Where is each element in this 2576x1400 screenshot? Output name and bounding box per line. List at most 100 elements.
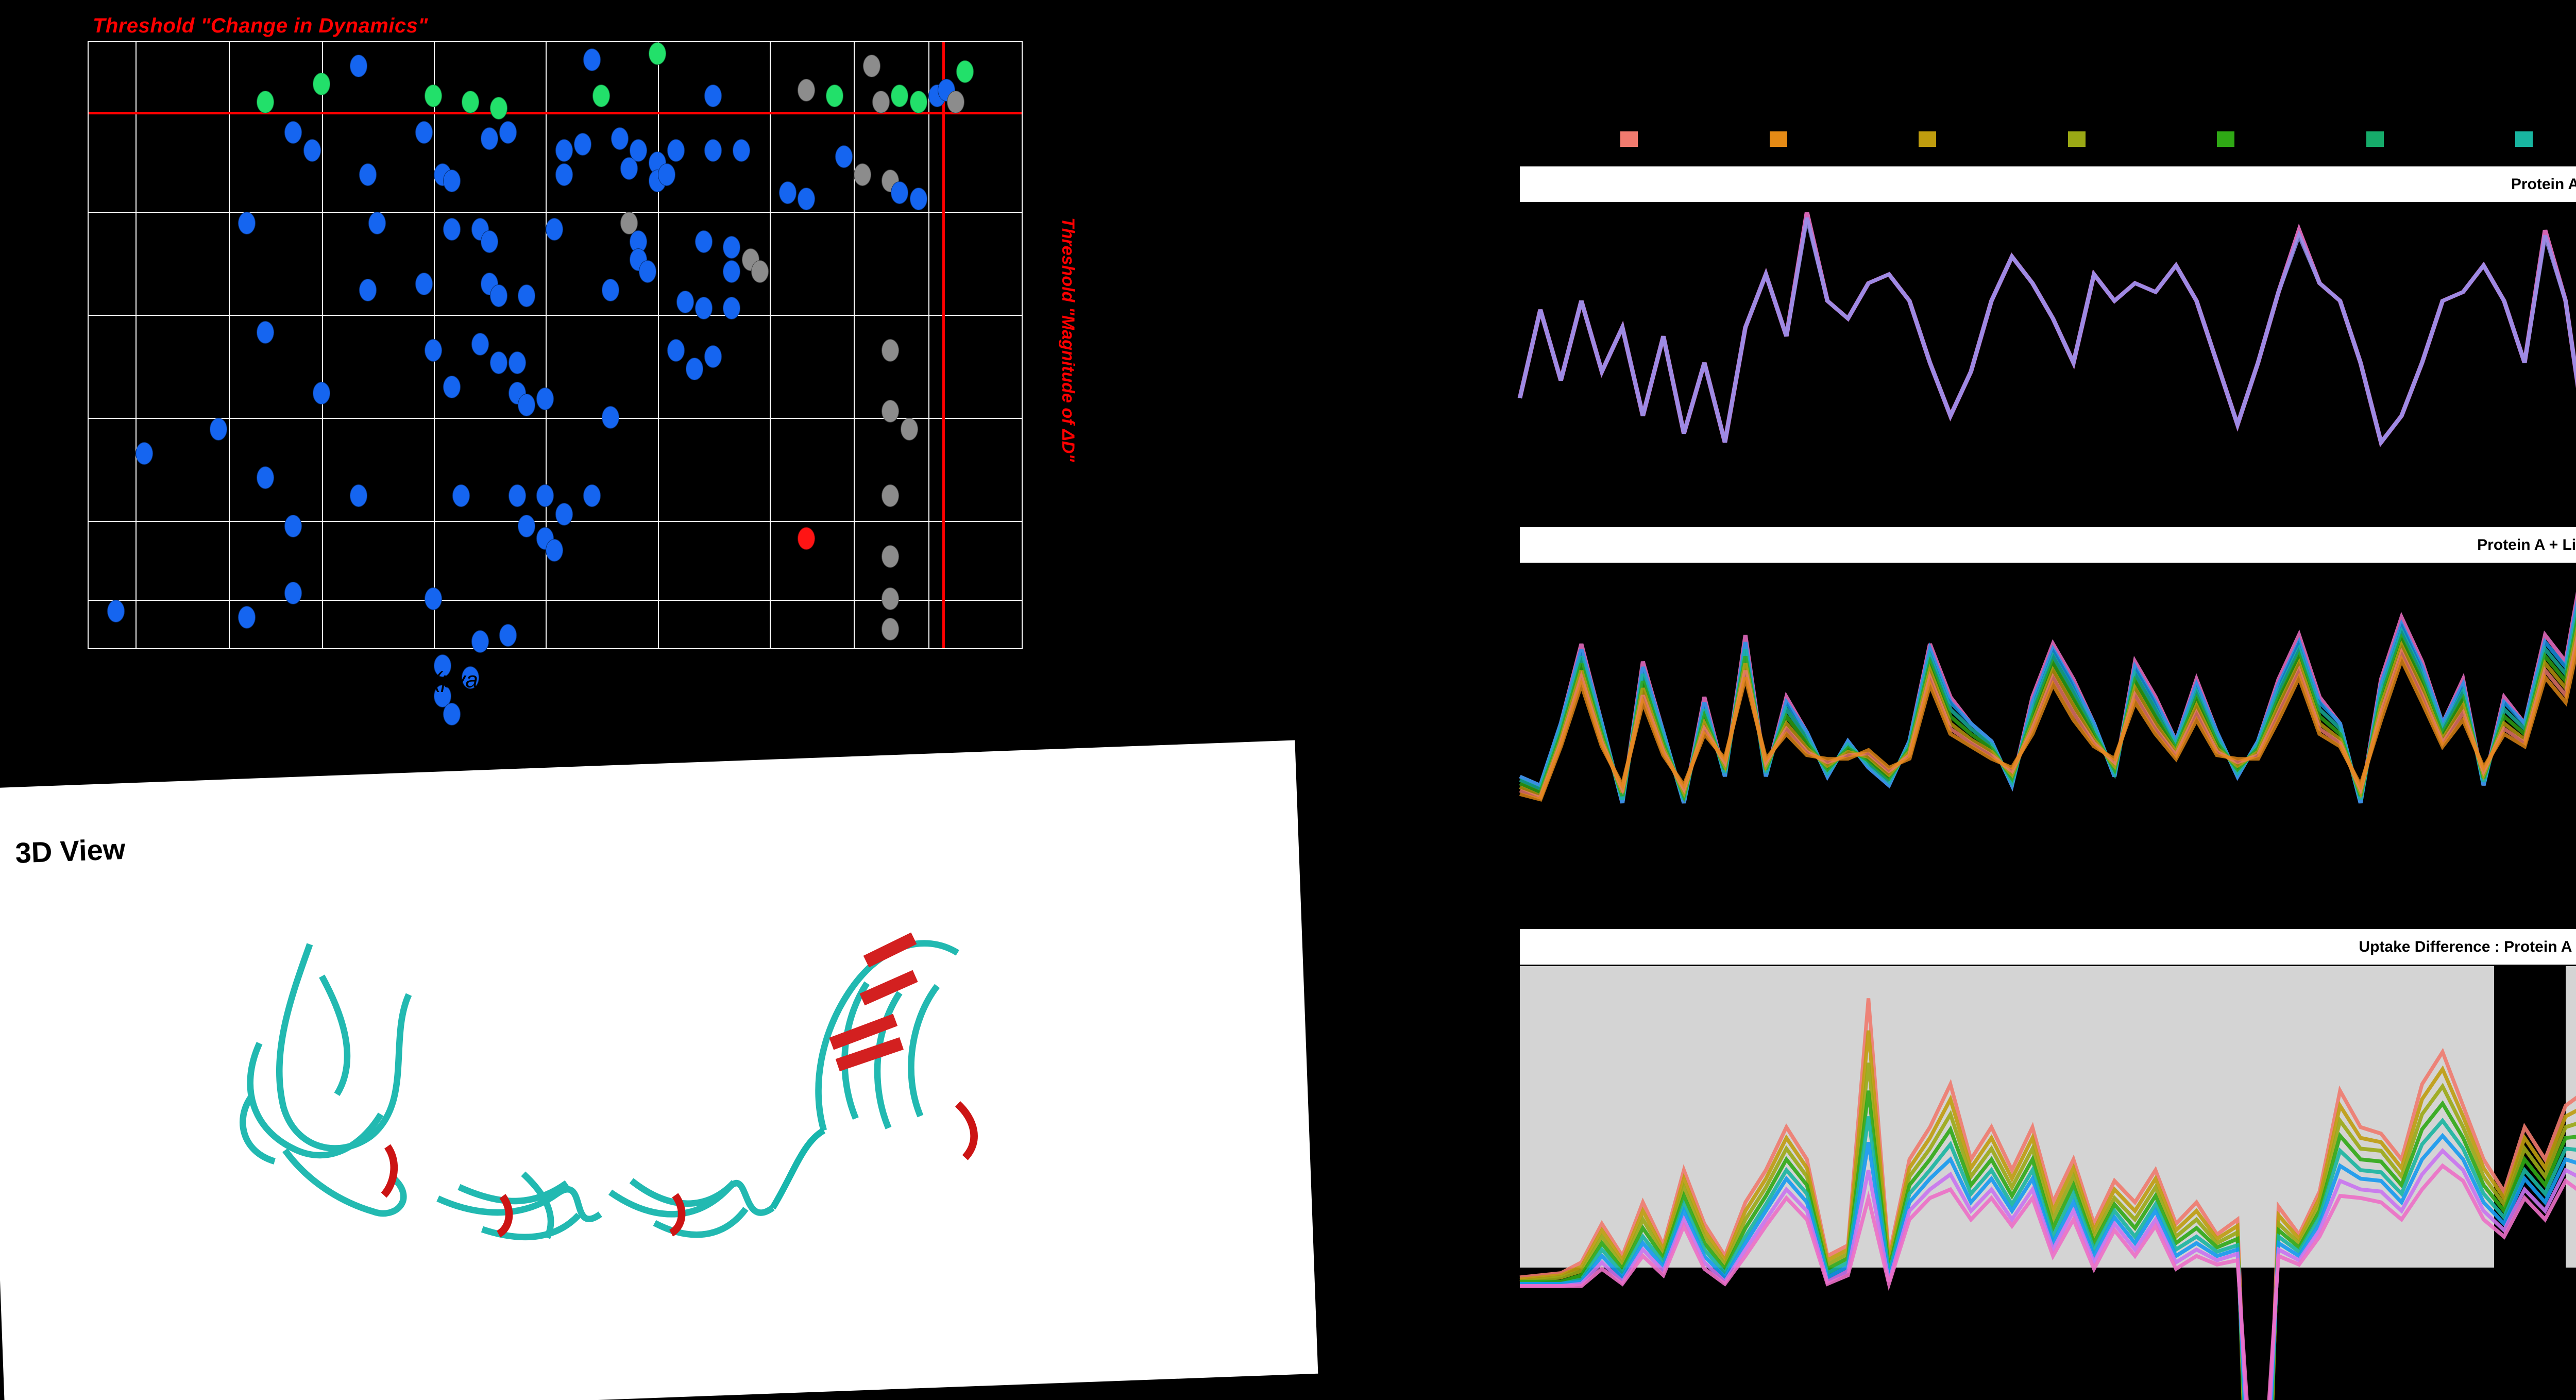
scatter-point[interactable] <box>555 139 573 162</box>
scatter-point[interactable] <box>602 279 619 301</box>
chart-uptake-difference[interactable]: Uptake Difference : Protein A - (Protein… <box>1520 927 2576 1288</box>
scatter-point[interactable] <box>854 163 871 186</box>
scatter-point[interactable] <box>639 260 656 283</box>
scatter-point[interactable] <box>723 297 740 319</box>
scatter-point[interactable] <box>602 406 619 429</box>
scatter-point[interactable] <box>798 527 815 550</box>
scatter-point[interactable] <box>471 333 489 356</box>
3d-molecule-structure[interactable] <box>58 849 1156 1352</box>
scatter-point[interactable] <box>583 484 601 507</box>
scatter-point[interactable] <box>350 55 367 77</box>
scatter-point[interactable] <box>257 91 274 113</box>
scatter-point[interactable] <box>956 60 974 83</box>
scatter-point[interactable] <box>546 539 563 562</box>
scatter-point[interactable] <box>490 284 507 307</box>
scatter-point[interactable] <box>443 170 461 192</box>
protein-a-ligand-lines[interactable] <box>1520 564 2576 830</box>
scatter-point[interactable] <box>471 630 489 653</box>
scatter-point[interactable] <box>947 91 964 113</box>
scatter-point[interactable] <box>555 503 573 526</box>
chart-protein-a-ligand[interactable]: Protein A + Ligand <box>1520 526 2576 830</box>
scatter-point[interactable] <box>481 230 498 253</box>
scatter-point[interactable] <box>649 42 666 65</box>
scatter-point[interactable] <box>490 97 507 120</box>
scatter-point[interactable] <box>518 515 535 537</box>
scatter-point[interactable] <box>882 618 899 640</box>
scatter-point[interactable] <box>667 339 685 362</box>
scatter-point[interactable] <box>733 139 750 162</box>
scatter-point[interactable] <box>368 212 386 234</box>
scatter-point[interactable] <box>574 133 591 156</box>
scatter-point[interactable] <box>891 85 908 107</box>
scatter-point[interactable] <box>611 127 629 150</box>
scatter-point[interactable] <box>686 358 703 380</box>
scatter-point[interactable] <box>704 85 722 107</box>
protein-a-lines[interactable] <box>1520 204 2576 469</box>
scatter-point[interactable] <box>135 442 153 465</box>
scatter-point[interactable] <box>882 339 899 362</box>
scatter-point[interactable] <box>723 236 740 259</box>
scatter-point[interactable] <box>509 351 526 374</box>
scatter-point[interactable] <box>798 188 815 210</box>
chart-protein-a[interactable]: Protein A <box>1520 165 2576 469</box>
scatter-point[interactable] <box>313 73 330 95</box>
scatter-point[interactable] <box>704 345 722 368</box>
scatter-point[interactable] <box>415 273 433 295</box>
scatter-point[interactable] <box>695 297 713 319</box>
scatter-point[interactable] <box>284 582 302 604</box>
scatter-point[interactable] <box>443 703 461 726</box>
scatter-plot-area[interactable]: Threshold "Magnitude of ΔD" <box>88 41 1023 649</box>
scatter-point[interactable] <box>546 218 563 241</box>
scatter-point[interactable] <box>443 218 461 241</box>
scatter-point[interactable] <box>835 145 853 168</box>
scatter-point[interactable] <box>910 188 927 210</box>
scatter-point[interactable] <box>723 260 740 283</box>
scatter-point[interactable] <box>284 121 302 144</box>
chart-canvas-protein-a-ligand[interactable] <box>1520 564 2576 830</box>
scatter-point[interactable] <box>620 157 638 180</box>
scatter-point[interactable] <box>882 587 899 610</box>
scatter-point[interactable] <box>901 418 918 441</box>
scatter-point[interactable] <box>238 606 256 629</box>
scatter-point[interactable] <box>826 85 843 107</box>
scatter-point[interactable] <box>257 321 274 344</box>
scatter-point[interactable] <box>425 339 442 362</box>
scatter-point[interactable] <box>676 291 694 313</box>
scatter-point[interactable] <box>499 624 517 647</box>
scatter-point[interactable] <box>499 121 517 144</box>
scatter-point[interactable] <box>536 484 554 507</box>
scatter-point[interactable] <box>704 139 722 162</box>
scatter-point[interactable] <box>359 163 377 186</box>
scatter-point[interactable] <box>658 163 675 186</box>
scatter-point[interactable] <box>536 387 554 410</box>
scatter-point[interactable] <box>415 121 433 144</box>
scatter-point[interactable] <box>882 400 899 423</box>
scatter-point[interactable] <box>462 91 479 113</box>
scatter-point[interactable] <box>303 139 321 162</box>
scatter-point[interactable] <box>490 351 507 374</box>
scatter-point[interactable] <box>509 484 526 507</box>
scatter-point[interactable] <box>583 48 601 71</box>
scatter-point[interactable] <box>350 484 367 507</box>
scatter-point[interactable] <box>238 212 256 234</box>
scatter-point[interactable] <box>425 587 442 610</box>
scatter-point[interactable] <box>798 79 815 102</box>
scatter-point[interactable] <box>284 515 302 537</box>
scatter-point[interactable] <box>882 484 899 507</box>
scatter-point[interactable] <box>667 139 685 162</box>
scatter-point[interactable] <box>872 91 890 113</box>
scatter-point[interactable] <box>313 382 330 404</box>
scatter-point[interactable] <box>863 55 880 77</box>
scatter-point[interactable] <box>257 466 274 489</box>
scatter-point[interactable] <box>910 91 927 113</box>
scatter-point[interactable] <box>695 230 713 253</box>
scatter-point[interactable] <box>751 260 769 283</box>
scatter-point[interactable] <box>210 418 227 441</box>
scatter-point[interactable] <box>779 181 796 204</box>
scatter-point[interactable] <box>518 394 535 416</box>
scatter-point[interactable] <box>481 127 498 150</box>
scatter-point[interactable] <box>891 181 908 204</box>
scatter-point[interactable] <box>518 284 535 307</box>
scatter-point[interactable] <box>359 279 377 301</box>
scatter-point[interactable] <box>592 85 610 107</box>
